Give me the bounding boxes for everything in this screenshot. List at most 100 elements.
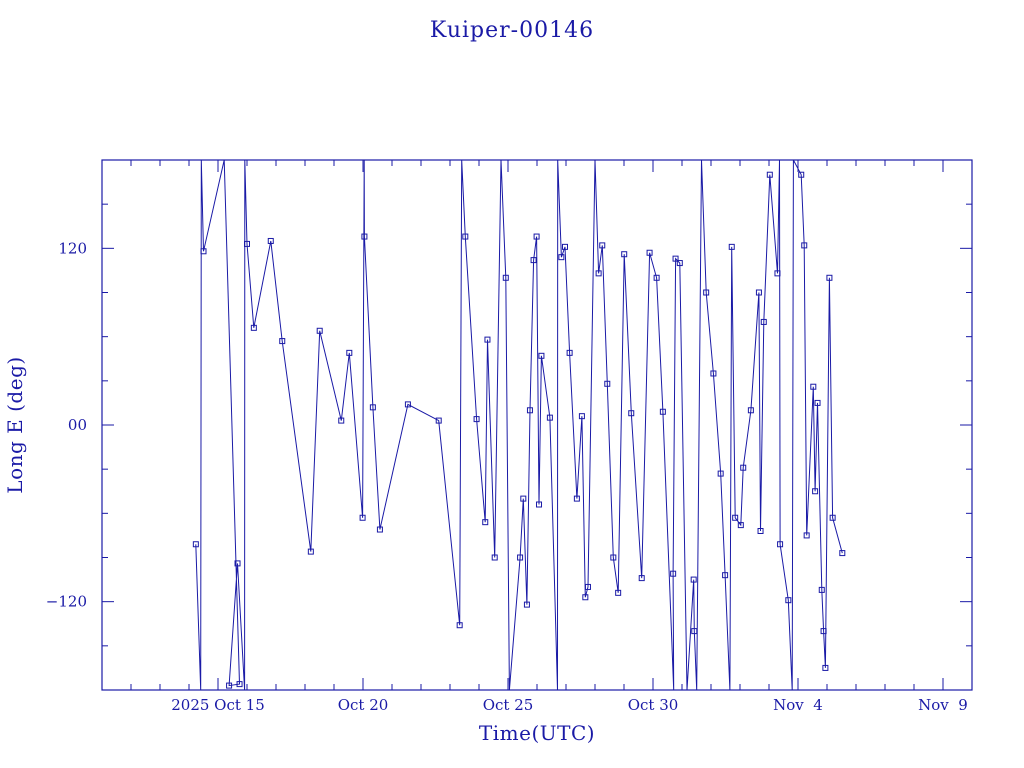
data-point-marker (659, 408, 666, 415)
data-point-marker (798, 171, 805, 178)
data-point-marker (526, 407, 533, 414)
data-point-marker (728, 243, 735, 250)
data-point-marker (810, 383, 817, 390)
data-point-marker (818, 586, 825, 593)
data-point-marker (517, 554, 524, 561)
data-point-marker (546, 414, 553, 421)
y-axis: 120 00 −120 (46, 203, 972, 647)
data-point-marker (703, 289, 710, 296)
data-point-marker (670, 570, 677, 577)
x-tick-label: Nov 9 (918, 696, 968, 714)
data-point-marker (621, 251, 628, 258)
data-point-marker (482, 519, 489, 526)
data-point-marker (610, 554, 617, 561)
data-point-marker (267, 237, 274, 244)
x-tick-label: Nov 4 (773, 696, 823, 714)
data-point-marker (226, 682, 233, 689)
series-line (195, 160, 843, 690)
data-point-marker (628, 410, 635, 417)
data-point-marker (566, 349, 573, 356)
data-point-marker (523, 601, 530, 608)
x-tick-label: Oct 30 (628, 696, 679, 714)
data-point-marker (573, 495, 580, 502)
x-tick-label: Oct 20 (338, 696, 389, 714)
data-point-marker (638, 575, 645, 582)
data-point-marker (672, 255, 679, 262)
data-point-marker (346, 349, 353, 356)
data-point-marker (435, 417, 442, 424)
data-point-marker (803, 532, 810, 539)
data-point-marker (814, 399, 821, 406)
data-point-marker (785, 597, 792, 604)
data-point-marker (690, 576, 697, 583)
data-point-marker (316, 327, 323, 334)
data-point-marker (192, 541, 199, 548)
y-tick-label: −120 (46, 593, 87, 611)
data-point-marker (456, 622, 463, 629)
data-point-marker (747, 407, 754, 414)
x-axis: 2025 Oct 15 Oct 20 Oct 25 Oct 30 Nov 4 Nov 9 (130, 160, 968, 714)
data-point-marker (774, 270, 781, 277)
data-point-marker (582, 594, 589, 601)
data-point-marker (533, 233, 540, 240)
data-point-marker (200, 248, 207, 255)
data-point-marker (604, 380, 611, 387)
data-point-marker (536, 501, 543, 508)
data-point-marker (578, 413, 585, 420)
series-path (195, 160, 843, 690)
data-point-marker (491, 554, 498, 561)
data-point-marker (722, 572, 729, 579)
data-point-marker (473, 416, 480, 423)
data-point-marker (766, 171, 773, 178)
data-point-marker (732, 514, 739, 521)
data-point-marker (338, 417, 345, 424)
data-point-marker (234, 560, 241, 567)
data-point-marker (361, 233, 368, 240)
data-point-marker (250, 324, 257, 331)
data-point-marker (820, 628, 827, 635)
data-point-marker (676, 260, 683, 267)
data-point-marker (717, 470, 724, 477)
data-point-marker (244, 240, 250, 247)
data-point-marker (502, 274, 509, 281)
data-point-marker (710, 370, 717, 377)
x-axis-label: Time(UTC) (479, 721, 595, 745)
data-point-marker (376, 526, 383, 533)
series-markers (192, 171, 846, 689)
data-point-marker (404, 401, 411, 408)
data-point-marker (691, 628, 698, 635)
data-point-marker (615, 589, 622, 596)
y-tick-label: 00 (68, 416, 87, 434)
data-point-marker (538, 352, 545, 359)
data-point-marker (558, 254, 565, 261)
data-point-marker (561, 243, 568, 250)
data-point-marker (812, 488, 819, 495)
data-point-marker (822, 664, 829, 671)
data-point-marker (279, 338, 286, 345)
data-point-marker (530, 257, 537, 264)
data-point-marker (801, 242, 808, 249)
data-point-marker (777, 541, 784, 548)
data-point-marker (829, 514, 836, 521)
data-point-marker (653, 274, 660, 281)
data-point-marker (584, 583, 591, 590)
data-point-marker (760, 318, 767, 325)
data-point-marker (757, 528, 764, 534)
data-point-marker (646, 249, 653, 256)
data-point-marker (737, 522, 744, 529)
data-point-marker (484, 336, 491, 343)
data-point-marker (236, 681, 243, 688)
data-point-marker (839, 550, 846, 557)
x-tick-label: Oct 25 (483, 696, 534, 714)
chart-title: Kuiper-00146 (430, 18, 594, 43)
data-point-marker (462, 233, 469, 240)
data-point-marker (755, 289, 762, 296)
data-point-marker (520, 495, 527, 502)
data-point-marker (599, 242, 606, 249)
data-point-marker (595, 270, 602, 277)
data-point-marker (307, 548, 314, 555)
data-point-marker (740, 464, 747, 471)
data-point-marker (359, 514, 366, 521)
x-tick-label: 2025 Oct 15 (171, 696, 265, 714)
